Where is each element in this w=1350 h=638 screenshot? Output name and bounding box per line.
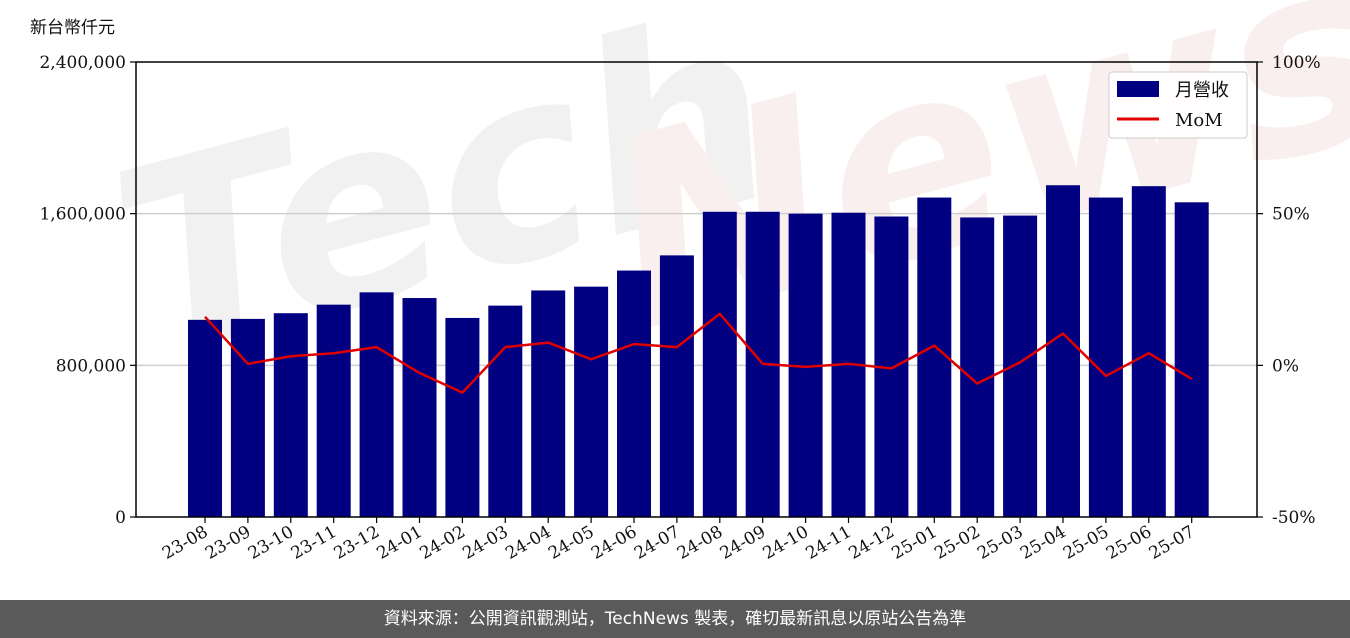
y-right-tick-label: 50%: [1272, 205, 1310, 225]
revenue-bar: [1003, 215, 1038, 517]
revenue-bar: [574, 286, 609, 517]
mom-line: [204, 312, 1193, 394]
revenue-bar: [273, 313, 308, 517]
x-tick-label: 24-10: [760, 522, 812, 564]
x-tick-label: 24-07: [631, 522, 683, 564]
y-right-tick-label: 100%: [1272, 53, 1321, 73]
revenue-bar: [488, 305, 523, 517]
y-left-tick-label: 1,600,000: [39, 205, 126, 225]
x-tick-label: 25-05: [1060, 522, 1112, 564]
y-right-tick-label: -50%: [1272, 508, 1316, 528]
revenue-bar: [617, 270, 651, 517]
y-left-tick-label: 2,400,000: [39, 53, 126, 73]
y-right-tick-label: 0%: [1272, 356, 1299, 376]
revenue-bar: [659, 255, 694, 517]
x-tick-label: 24-08: [674, 522, 726, 564]
revenue-bar: [960, 217, 995, 518]
x-tick-label: 24-02: [416, 522, 468, 564]
y-left-tick-label: 800,000: [56, 356, 126, 376]
x-tick-label: 24-12: [845, 522, 897, 564]
x-tick-label: 24-11: [803, 522, 855, 564]
plot-frame: [135, 61, 1258, 518]
legend: 月營收 MoM: [1108, 71, 1248, 139]
x-tick-label: 25-07: [1146, 522, 1198, 564]
x-tick-label: 25-02: [931, 522, 983, 564]
source-footer: 資料來源：公開資訊觀測站，TechNews 製表，確切最新訊息以原站公告為準: [0, 600, 1350, 638]
revenue-bar: [316, 304, 351, 517]
revenue-chart: Tech News 新台幣仟元 0800,0001,600,0002,400,0…: [30, 0, 1350, 564]
x-tick-label: 24-03: [459, 522, 511, 564]
y-left-tick-label: 0: [115, 508, 126, 528]
revenue-bar: [230, 318, 265, 517]
revenue-bar: [359, 292, 394, 517]
x-tick-label: 24-06: [588, 522, 640, 564]
revenue-bar: [531, 290, 566, 517]
revenue-bar: [1131, 186, 1166, 518]
x-tick-label: 24-04: [502, 522, 554, 564]
legend-label-revenue: 月營收: [1175, 80, 1229, 101]
x-tick-label: 23-09: [202, 522, 254, 564]
y-axis-unit-label: 新台幣仟元: [30, 18, 115, 38]
x-tick-label: 25-06: [1103, 522, 1155, 564]
x-tick-label: 25-03: [974, 522, 1026, 564]
x-tick-label: 23-10: [245, 522, 297, 564]
revenue-bar: [1046, 185, 1080, 517]
mom-line-layer: [204, 312, 1193, 394]
x-tick-label: 24-05: [545, 522, 597, 564]
x-tick-label: 24-09: [717, 522, 769, 564]
revenue-bar: [702, 211, 737, 518]
revenue-bar: [445, 317, 480, 517]
revenue-bar: [402, 298, 437, 517]
revenue-bar: [1174, 202, 1209, 517]
x-tick-label: 23-11: [288, 522, 340, 564]
x-tick-label: 23-08: [159, 522, 211, 564]
revenue-bar: [1088, 197, 1123, 518]
legend-swatch-bar: [1117, 81, 1159, 97]
legend-label-mom: MoM: [1175, 110, 1223, 131]
x-tick-label: 23-12: [331, 522, 383, 564]
revenue-bar: [188, 319, 222, 517]
x-tick-label: 25-04: [1017, 522, 1069, 564]
x-tick-label: 24-01: [374, 522, 426, 564]
x-tick-label: 25-01: [888, 522, 940, 564]
